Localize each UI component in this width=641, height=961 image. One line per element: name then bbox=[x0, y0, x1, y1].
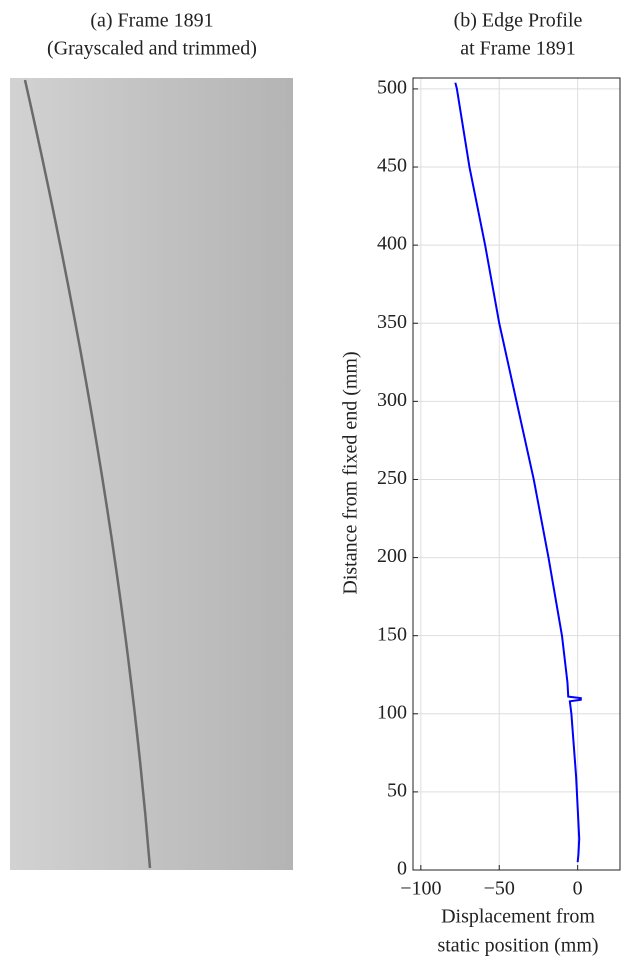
x-axis-label: Displacement from bbox=[441, 906, 595, 928]
y-tick-label: 250 bbox=[377, 467, 407, 489]
y-tick-label: 300 bbox=[377, 389, 407, 411]
photo bbox=[10, 78, 293, 870]
y-axis-label: Distance from fixed end (mm) bbox=[340, 351, 362, 594]
photo-edge bbox=[23, 79, 152, 869]
chart-title: (b) Edge Profile bbox=[454, 10, 583, 32]
y-tick-label: 200 bbox=[377, 545, 407, 567]
x-tick-label: 0 bbox=[573, 878, 583, 900]
y-tick-label: 50 bbox=[387, 779, 407, 801]
panel-a-title: (Grayscaled and trimmed) bbox=[47, 38, 257, 60]
profile-line bbox=[454, 82, 582, 863]
panel-a-title: (a) Frame 1891 bbox=[90, 10, 213, 32]
chart-title: at Frame 1891 bbox=[460, 38, 576, 60]
y-tick-label: 150 bbox=[377, 623, 407, 645]
y-tick-label: 350 bbox=[377, 311, 407, 333]
y-tick-label: 450 bbox=[377, 155, 407, 177]
y-tick-label: 100 bbox=[377, 701, 407, 723]
x-tick-label: −100 bbox=[400, 878, 441, 900]
plot-frame bbox=[412, 77, 621, 871]
x-axis-label: static position (mm) bbox=[437, 935, 598, 957]
y-tick-label: 0 bbox=[397, 858, 407, 880]
x-tick-label: −50 bbox=[484, 878, 515, 900]
y-tick-label: 500 bbox=[377, 77, 407, 99]
y-tick-label: 400 bbox=[377, 233, 407, 255]
